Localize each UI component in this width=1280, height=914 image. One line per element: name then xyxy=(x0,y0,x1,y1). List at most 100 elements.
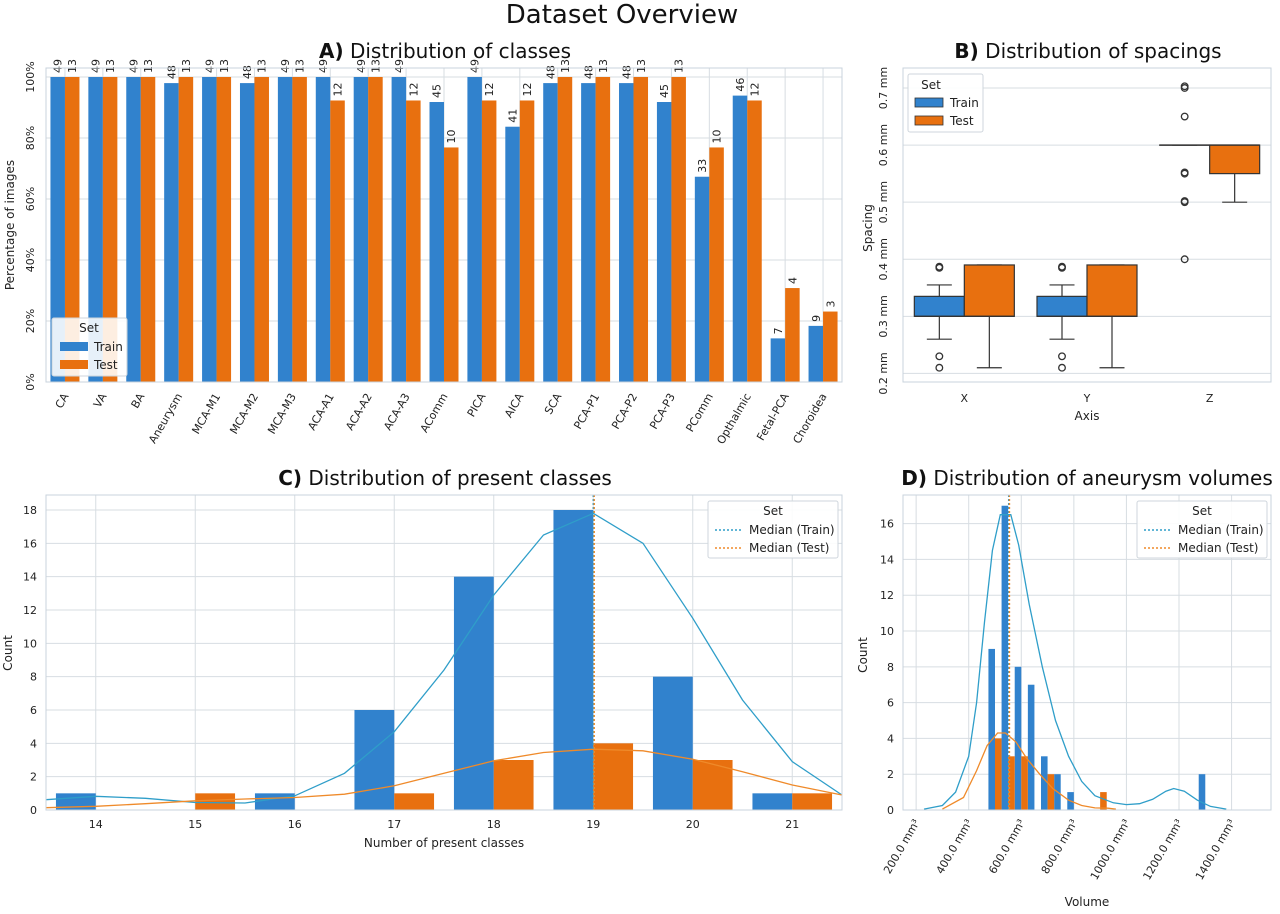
panel-b-ylabel: Spacing xyxy=(861,204,875,252)
panel-c-legend-median-test: Median (Test) xyxy=(749,541,829,555)
x-tick-label: PCA-P1 xyxy=(571,391,602,431)
panel-c-legend-title: Set xyxy=(763,504,783,518)
bar-data-label: 13 xyxy=(104,59,117,73)
panel-b-prefix: B) xyxy=(954,39,978,63)
bar-data-label: 49 xyxy=(128,59,141,73)
bar-test-600 xyxy=(1021,756,1028,810)
bar-train-choroidea xyxy=(808,325,824,382)
bar-data-label: 13 xyxy=(369,59,382,73)
outlier-point xyxy=(1058,352,1066,361)
kde-test-curve xyxy=(942,732,1116,810)
bar-test-pca-p2 xyxy=(633,77,649,382)
box-iqr xyxy=(1036,295,1088,317)
panel-b-boxes xyxy=(913,82,1261,372)
kde-train-curve xyxy=(45,512,843,804)
outlier-point xyxy=(1180,168,1189,177)
panel-c-ylabel: Count xyxy=(1,635,15,671)
y-tick-label: 8 xyxy=(30,671,37,684)
x-tick-label: PICA xyxy=(465,391,489,420)
bar-train-500 xyxy=(988,648,995,810)
panel-d-xlabel: Volume xyxy=(1065,895,1110,909)
bar-data-label: 46 xyxy=(734,78,747,92)
bar-train-aca-a3 xyxy=(391,77,407,382)
bar-train-mca-m3 xyxy=(277,77,293,382)
bar-data-label: 7 xyxy=(772,327,785,334)
bar-data-label: 49 xyxy=(469,59,482,73)
bar-test-choroidea xyxy=(823,311,838,382)
y-tick-label: 18 xyxy=(23,504,37,517)
bar-data-label: 41 xyxy=(507,109,520,123)
bar-test-pica xyxy=(481,100,497,383)
panel-b-legend: Set Train Test xyxy=(907,73,984,133)
bar-test-500 xyxy=(995,738,1002,810)
box-iqr xyxy=(1086,264,1138,317)
panel-c-legend: Set Median (Train) Median (Test) xyxy=(707,500,839,559)
x-tick-label: Aneurysm xyxy=(146,391,185,446)
panel-c-present-classes: C) Distribution of present classes 0 2 4 6 8… xyxy=(1,466,843,850)
y-tick-label: 4 xyxy=(30,737,37,750)
panel-b-frame xyxy=(902,67,1272,383)
x-tick-label: Fetal-PCA xyxy=(754,391,792,443)
y-tick-label: 16 xyxy=(880,518,894,531)
bar-train-ba xyxy=(126,77,141,382)
panel-c-median-lines xyxy=(592,495,595,810)
panel-a-title-text: Distribution of classes xyxy=(350,39,571,63)
bar-test-ca xyxy=(64,77,80,382)
bar-data-label: 9 xyxy=(810,315,823,322)
box-iqr xyxy=(963,264,1015,317)
bar-data-label: 49 xyxy=(279,59,292,73)
bar-data-label: 12 xyxy=(748,82,761,96)
x-tick-label: BA xyxy=(129,391,148,411)
bar-test-pca-p3 xyxy=(671,77,686,382)
bar-test-sca xyxy=(557,77,573,382)
panel-b-title-text: Distribution of spacings xyxy=(985,39,1221,63)
panel-d-legend: Set Median (Train) Median (Test) xyxy=(1136,500,1268,559)
panel-d-ylabel: Count xyxy=(856,637,870,673)
panel-d-x-ticks: 200.0 mm³ 400.0 mm³ 600.0 mm³ 800.0 mm³ 1000… xyxy=(881,817,1238,882)
y-tick-label: 2 xyxy=(887,768,894,781)
panel-d-aneurysm-volumes: D) Distribution of aneurysm volumes 0 2 4 6… xyxy=(856,466,1273,909)
bar-train-16 xyxy=(254,793,295,810)
outlier-point xyxy=(935,352,944,361)
bar-train-19 xyxy=(553,510,594,810)
panel-d-legend-title: Set xyxy=(1192,504,1212,518)
bar-train-fetal-pca xyxy=(770,338,786,382)
bar-data-label: 48 xyxy=(582,65,595,79)
y-tick-label: 0.5 mm xyxy=(877,181,890,223)
bar-data-label: 12 xyxy=(521,82,534,96)
x-tick-label: PComm xyxy=(683,391,716,434)
panel-d-y-ticks: 0 2 4 6 8 10 12 14 16 xyxy=(880,518,894,817)
box-iqr xyxy=(913,295,965,317)
bar-data-label: 13 xyxy=(559,59,572,73)
panel-c-xlabel: Number of present classes xyxy=(364,836,524,850)
bar-train-mca-m1 xyxy=(202,77,217,382)
panel-d-prefix: D) xyxy=(901,466,927,490)
panel-c-kde-curves xyxy=(45,512,843,809)
box-test-y xyxy=(1086,264,1138,369)
bar-data-label: 49 xyxy=(355,59,368,73)
bar-data-label: 13 xyxy=(256,59,269,73)
panel-d-legend-median-train: Median (Train) xyxy=(1178,523,1264,537)
bar-data-label: 13 xyxy=(142,59,155,73)
panel-a-legend-title: Set xyxy=(79,321,99,335)
bar-test-aca-a1 xyxy=(330,100,345,383)
panel-a-legend-test: Test xyxy=(93,358,118,372)
bar-test-opthalmic xyxy=(747,100,762,383)
panel-b-legend-test: Test xyxy=(949,114,974,128)
x-tick-label: Z xyxy=(1206,392,1214,405)
x-tick-label: PCA-P2 xyxy=(609,391,640,431)
y-tick-label: 10 xyxy=(880,625,894,638)
bar-data-label: 49 xyxy=(317,59,330,73)
bar-train-opthalmic xyxy=(732,95,748,382)
bar-train-18 xyxy=(453,576,494,810)
bar-data-label: 33 xyxy=(696,159,709,173)
bar-data-label: 13 xyxy=(597,59,610,73)
bar-train-pca-p3 xyxy=(656,102,672,382)
x-tick-label: CA xyxy=(53,391,72,411)
panel-a-y-ticks: 0% 20% 40% 60% 80% 100% xyxy=(24,61,37,390)
bar-data-label: 13 xyxy=(294,59,307,73)
x-tick-label: MCA-M1 xyxy=(189,391,223,436)
y-tick-label: 6 xyxy=(30,704,37,717)
kde-train-curve xyxy=(923,514,1227,810)
box-test-z xyxy=(1209,144,1261,203)
